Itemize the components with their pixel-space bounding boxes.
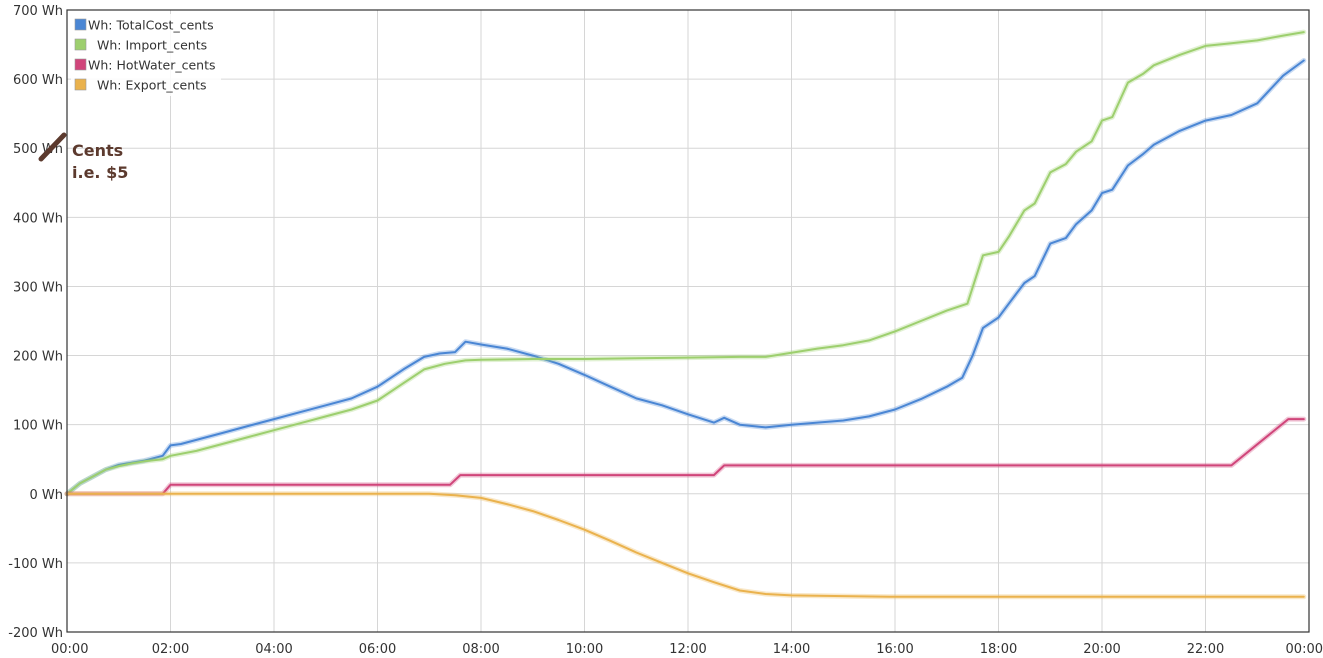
annotation-line-1: Cents <box>72 141 123 160</box>
annotation: Cents i.e. $5 <box>38 132 128 182</box>
legend-swatch <box>74 38 87 51</box>
series-group <box>64 58 1307 497</box>
legend-swatch <box>74 18 87 31</box>
x-tick-label: 14:00 <box>773 642 810 657</box>
x-tick-label: 02:00 <box>152 642 189 657</box>
x-tick-label: 12:00 <box>669 642 706 657</box>
y-tick-label: 100 Wh <box>13 419 63 434</box>
series-line <box>66 31 1305 495</box>
legend-label: Wh: Import_cents <box>97 38 207 53</box>
x-tick-label: 08:00 <box>462 642 499 657</box>
plot-frame <box>66 9 1310 633</box>
legend-background <box>71 14 221 96</box>
legend-swatch <box>74 58 87 71</box>
x-tick-label: 20:00 <box>1083 642 1120 657</box>
series-group <box>64 491 1307 600</box>
x-tick-label: 00:00 <box>51 642 88 657</box>
x-tick-label: 04:00 <box>255 642 292 657</box>
x-tick-label: 22:00 <box>1187 642 1224 657</box>
legend: Wh: TotalCost_cents Wh: Import_cents Wh: H… <box>71 14 221 96</box>
series-line <box>66 59 1305 495</box>
x-tick-label: 00:00 <box>1286 642 1323 657</box>
y-tick-label: 0 Wh <box>30 488 64 503</box>
y-tick-label: 400 Wh <box>13 211 63 226</box>
y-tick-label: 200 Wh <box>13 350 63 365</box>
series-lines <box>64 29 1307 600</box>
y-tick-label: 600 Wh <box>13 73 63 88</box>
x-tick-label: 06:00 <box>359 642 396 657</box>
series-line <box>66 492 1305 598</box>
y-tick-label: -200 Wh <box>8 626 63 641</box>
legend-label: Wh: Export_cents <box>97 78 207 93</box>
y-tick-label: 700 Wh <box>13 4 63 19</box>
y-tick-label: -100 Wh <box>8 557 63 572</box>
legend-label: Wh: HotWater_cents <box>88 58 216 73</box>
annotation-slash-mark <box>38 132 67 162</box>
legend-label: Wh: TotalCost_cents <box>88 18 214 33</box>
series-group <box>64 416 1307 497</box>
x-tick-label: 10:00 <box>566 642 603 657</box>
y-tick-label: 300 Wh <box>13 280 63 295</box>
x-axis-tick-labels: 00:00 02:00 04:00 06:00 08:00 10:00 12:00 14:00… <box>51 642 1323 657</box>
x-tick-label: 16:00 <box>876 642 913 657</box>
x-tick-label: 18:00 <box>980 642 1017 657</box>
annotation-line-2: i.e. $5 <box>72 163 128 182</box>
legend-swatch <box>74 78 87 91</box>
series-line <box>66 418 1305 495</box>
series-group <box>64 29 1307 497</box>
